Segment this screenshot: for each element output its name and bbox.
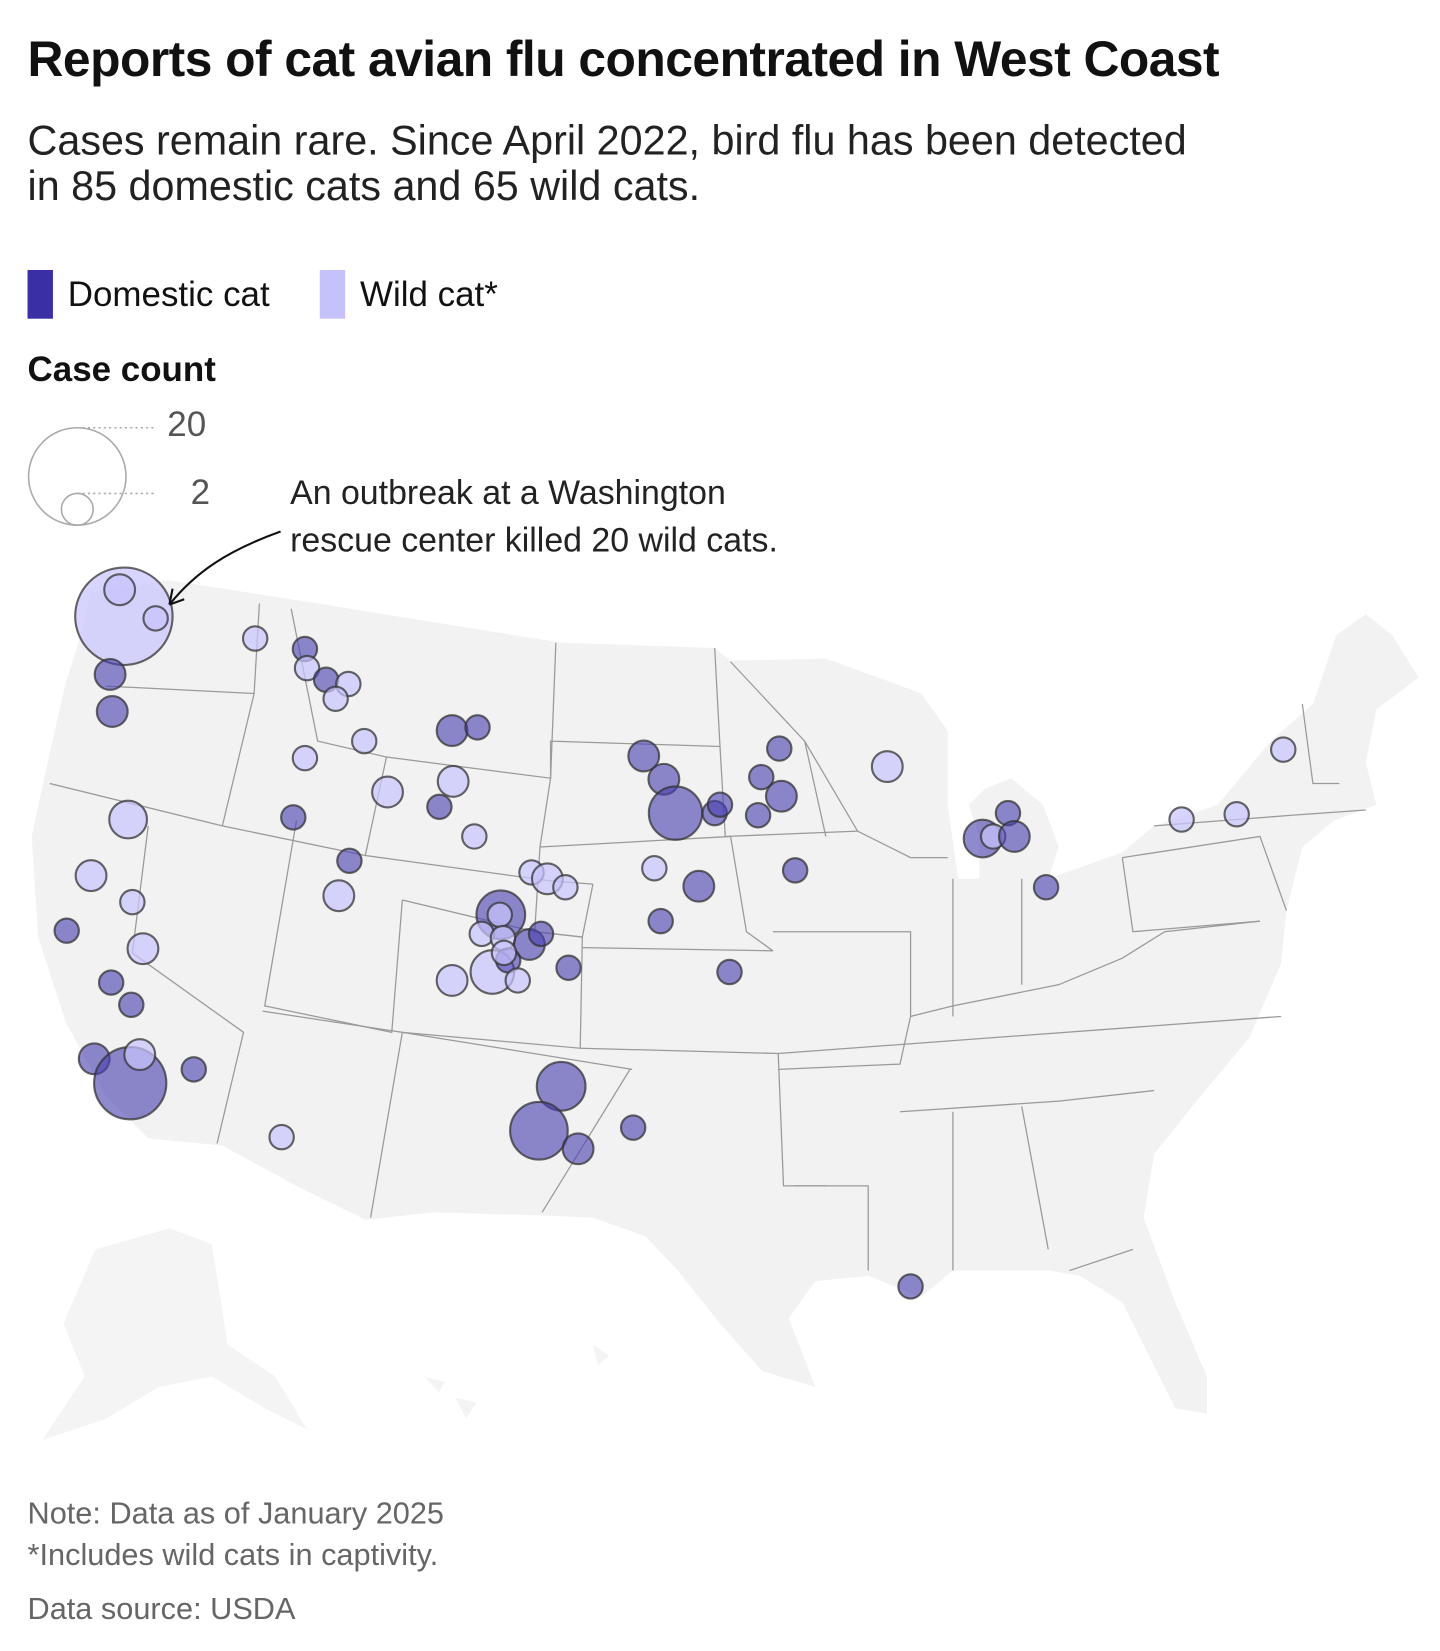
- subtitle-line: Cases remain rare. Since April 2022, bir…: [27, 118, 1187, 165]
- land-shapes: [31, 580, 1419, 1440]
- wild-cat-bubble: [504, 967, 531, 994]
- domestic-cat-bubble: [744, 802, 772, 829]
- legend-label: Domestic cat: [67, 274, 270, 314]
- wild-cat-bubble: [74, 859, 108, 893]
- wild-cat-bubble: [435, 963, 469, 997]
- wild-cat-bubble: [468, 920, 495, 948]
- size-legend-label-2: 2: [190, 472, 211, 512]
- footnote-text: *Includes wild cats in captivity.: [27, 1538, 439, 1573]
- domestic-cat-bubble: [97, 969, 125, 996]
- size-legend-title: Case count: [27, 349, 216, 389]
- domestic-cat-bubble: [180, 1056, 207, 1083]
- domestic-cat-bubble: [647, 785, 704, 841]
- wild-cat-bubble: [103, 573, 137, 607]
- domestic-cat-bubble: [118, 991, 145, 1019]
- wild-cat-bubble: [1270, 736, 1297, 763]
- domestic-cat-bubble: [706, 791, 734, 818]
- wild-cat-bubble: [119, 888, 146, 916]
- wild-cat-bubble: [268, 1123, 295, 1151]
- state-borders: [49, 603, 1366, 1272]
- domestic-cat-bubble: [766, 735, 793, 762]
- wild-cat-bubble: [870, 750, 904, 784]
- wild-cat-bubble: [322, 879, 356, 913]
- hawaii-shape: [423, 1344, 609, 1419]
- contiguous-us-shape: [31, 580, 1419, 1414]
- domestic-cat-bubble: [509, 1100, 569, 1161]
- wild-cat-bubble: [293, 654, 321, 682]
- domestic-cat-bubble: [95, 695, 129, 728]
- wild-cat-bubble: [108, 799, 149, 840]
- wild-cat-bubble: [322, 685, 349, 713]
- legend-item-domestic: Domestic cat: [27, 269, 270, 319]
- subtitle-line: in 85 domestic cats and 65 wild cats.: [27, 164, 701, 210]
- wild-cat-bubble: [461, 823, 488, 850]
- chart-subtitle: Cases remain rare. Since April 2022, bir…: [28, 119, 1187, 210]
- domestic-cat-bubble: [555, 954, 582, 981]
- wild-cat-bubble: [552, 874, 579, 901]
- annotation-arrow: [168, 530, 281, 606]
- wild-cat-bubble: [1168, 806, 1195, 833]
- domestic-cat-bubble: [280, 804, 307, 831]
- annotation-line: An outbreak at a Washington: [290, 473, 726, 512]
- note-text: Note: Data as of January 2025: [27, 1497, 445, 1532]
- domestic-cat-bubble: [764, 779, 798, 813]
- wild-cat-bubble: [142, 605, 169, 632]
- size-legend-circle-20: [27, 426, 127, 526]
- domestic-cat-bubble: [426, 793, 453, 821]
- domestic-cat-bubble: [781, 857, 809, 884]
- wild-cat-bubble: [1223, 800, 1250, 828]
- domestic-cat-bubble: [619, 1114, 647, 1141]
- domestic-cat-bubble: [748, 763, 775, 791]
- chart-title: Reports of cat avian flu concentrated in…: [27, 30, 1220, 87]
- wild-cat-bubble: [123, 1038, 157, 1072]
- wild-cat-bubble: [74, 566, 174, 666]
- size-legend-label-20: 20: [167, 404, 207, 444]
- annotation-line: rescue center killed 20 wild cats.: [290, 520, 778, 560]
- alaska-shape: [42, 1228, 308, 1440]
- domestic-cat-bubble: [1032, 874, 1060, 901]
- domestic-cat-bubble: [527, 920, 555, 948]
- domestic-cat-bubble: [53, 917, 80, 944]
- wild-cat-bubble: [371, 775, 404, 809]
- wild-cat-bubble: [436, 764, 470, 798]
- wild-cat-bubble: [241, 625, 269, 652]
- domestic-cat-bubble: [464, 714, 491, 741]
- wild-cat-bubble: [126, 932, 160, 966]
- domestic-cat-bubble: [647, 907, 674, 935]
- domestic-cat-bubble: [716, 958, 743, 986]
- domestic-cat-bubble: [535, 1060, 587, 1112]
- domestic-cat-bubble: [627, 739, 661, 773]
- domestic-cat-bubble: [336, 847, 363, 875]
- legend-item-wild: Wild cat*: [319, 269, 498, 319]
- wild-cat-bubble: [490, 939, 518, 967]
- domestic-cat-bubble: [93, 657, 127, 691]
- case-bubbles: [53, 566, 1297, 1300]
- domestic-cat-bubble: [997, 819, 1031, 853]
- legend-swatch-domestic: [27, 269, 53, 319]
- domestic-cat-bubble: [897, 1273, 924, 1300]
- size-legend-circle-2: [60, 492, 94, 526]
- wild-cat-bubble: [291, 744, 319, 772]
- size-legend-graphic: [27, 426, 157, 526]
- legend-swatch-wild: [319, 269, 346, 319]
- wild-cat-bubble: [641, 854, 668, 882]
- legend-label: Wild cat*: [359, 274, 498, 314]
- wild-cat-bubble: [486, 901, 513, 929]
- source-text: Data source: USDA: [27, 1592, 296, 1627]
- domestic-cat-bubble: [682, 869, 716, 903]
- domestic-cat-bubble: [435, 714, 469, 748]
- domestic-cat-bubble: [561, 1132, 595, 1166]
- wild-cat-bubble: [350, 727, 378, 755]
